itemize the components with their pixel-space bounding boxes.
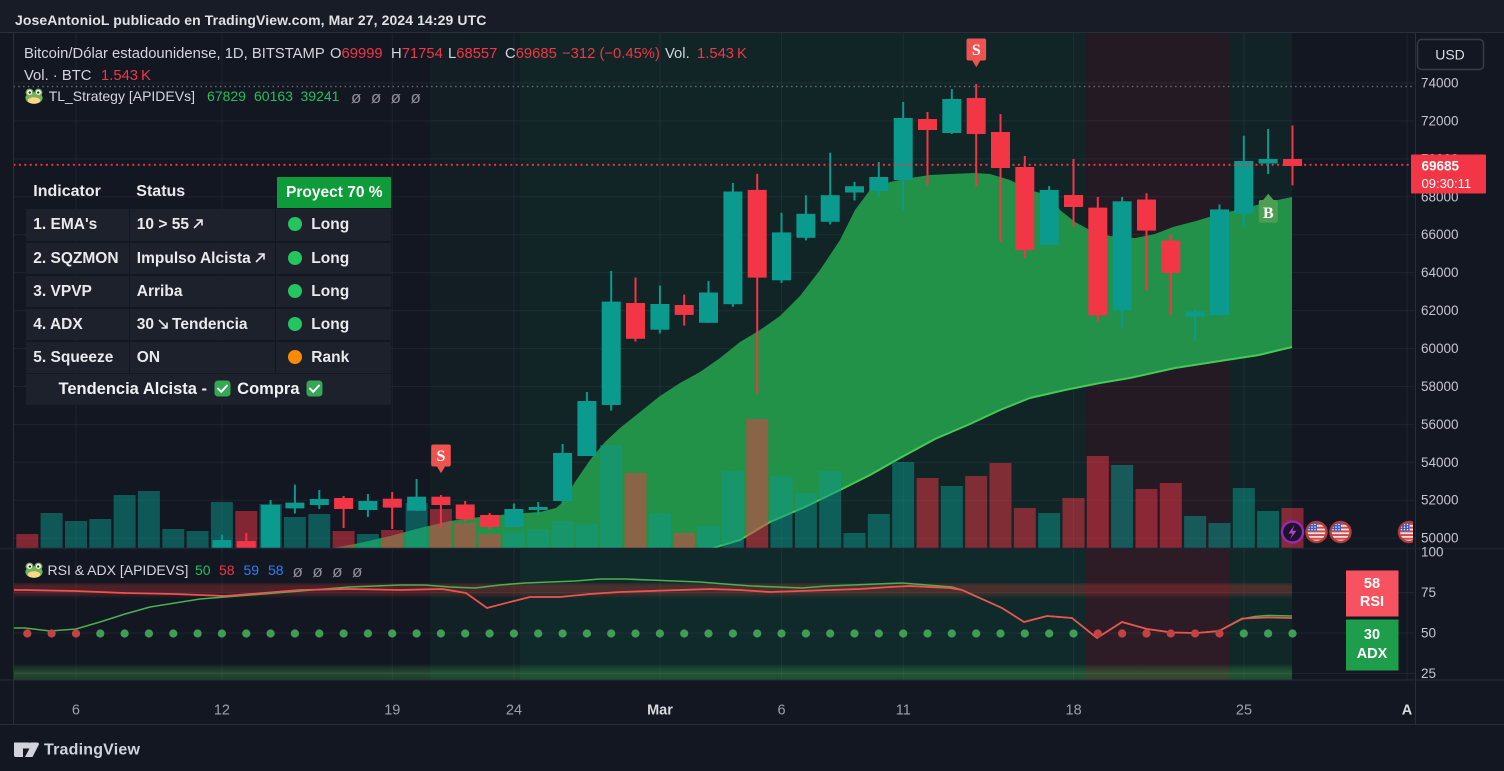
svg-text:56000: 56000 (1421, 417, 1459, 432)
svg-text:60000: 60000 (1421, 341, 1459, 356)
svg-text:66000: 66000 (1421, 227, 1459, 242)
svg-text:62000: 62000 (1421, 303, 1459, 318)
svg-text:58: 58 (1364, 576, 1380, 592)
svg-text:75: 75 (1421, 585, 1436, 600)
svg-text:25: 25 (1236, 703, 1252, 719)
svg-text:A: A (1402, 703, 1413, 719)
svg-text:54000: 54000 (1421, 455, 1459, 470)
svg-text:72000: 72000 (1421, 113, 1459, 128)
svg-text:69685: 69685 (1422, 159, 1460, 174)
svg-text:24: 24 (506, 703, 522, 719)
svg-text:S: S (972, 42, 981, 59)
svg-text:09:30:11: 09:30:11 (1422, 176, 1472, 191)
svg-text:30: 30 (1364, 627, 1380, 643)
svg-text:6: 6 (778, 703, 786, 719)
svg-text:USD: USD (1435, 47, 1465, 63)
svg-text:B: B (1263, 205, 1274, 222)
svg-text:50: 50 (1421, 626, 1436, 641)
svg-text:TradingView: TradingView (44, 742, 141, 759)
svg-text:64000: 64000 (1421, 265, 1459, 280)
svg-text:58000: 58000 (1421, 379, 1459, 394)
svg-text:6: 6 (72, 703, 80, 719)
svg-text:74000: 74000 (1421, 76, 1459, 91)
svg-text:50000: 50000 (1421, 531, 1459, 546)
svg-text:25: 25 (1421, 666, 1436, 681)
svg-text:Mar: Mar (647, 703, 673, 719)
svg-text:12: 12 (214, 703, 230, 719)
svg-text:100: 100 (1421, 545, 1444, 560)
svg-text:19: 19 (384, 703, 400, 719)
svg-text:RSI: RSI (1360, 594, 1384, 610)
svg-text:18: 18 (1066, 703, 1082, 719)
svg-text:52000: 52000 (1421, 493, 1459, 508)
svg-text:S: S (437, 448, 446, 465)
svg-text:ADX: ADX (1357, 646, 1388, 662)
svg-text:11: 11 (896, 703, 911, 719)
